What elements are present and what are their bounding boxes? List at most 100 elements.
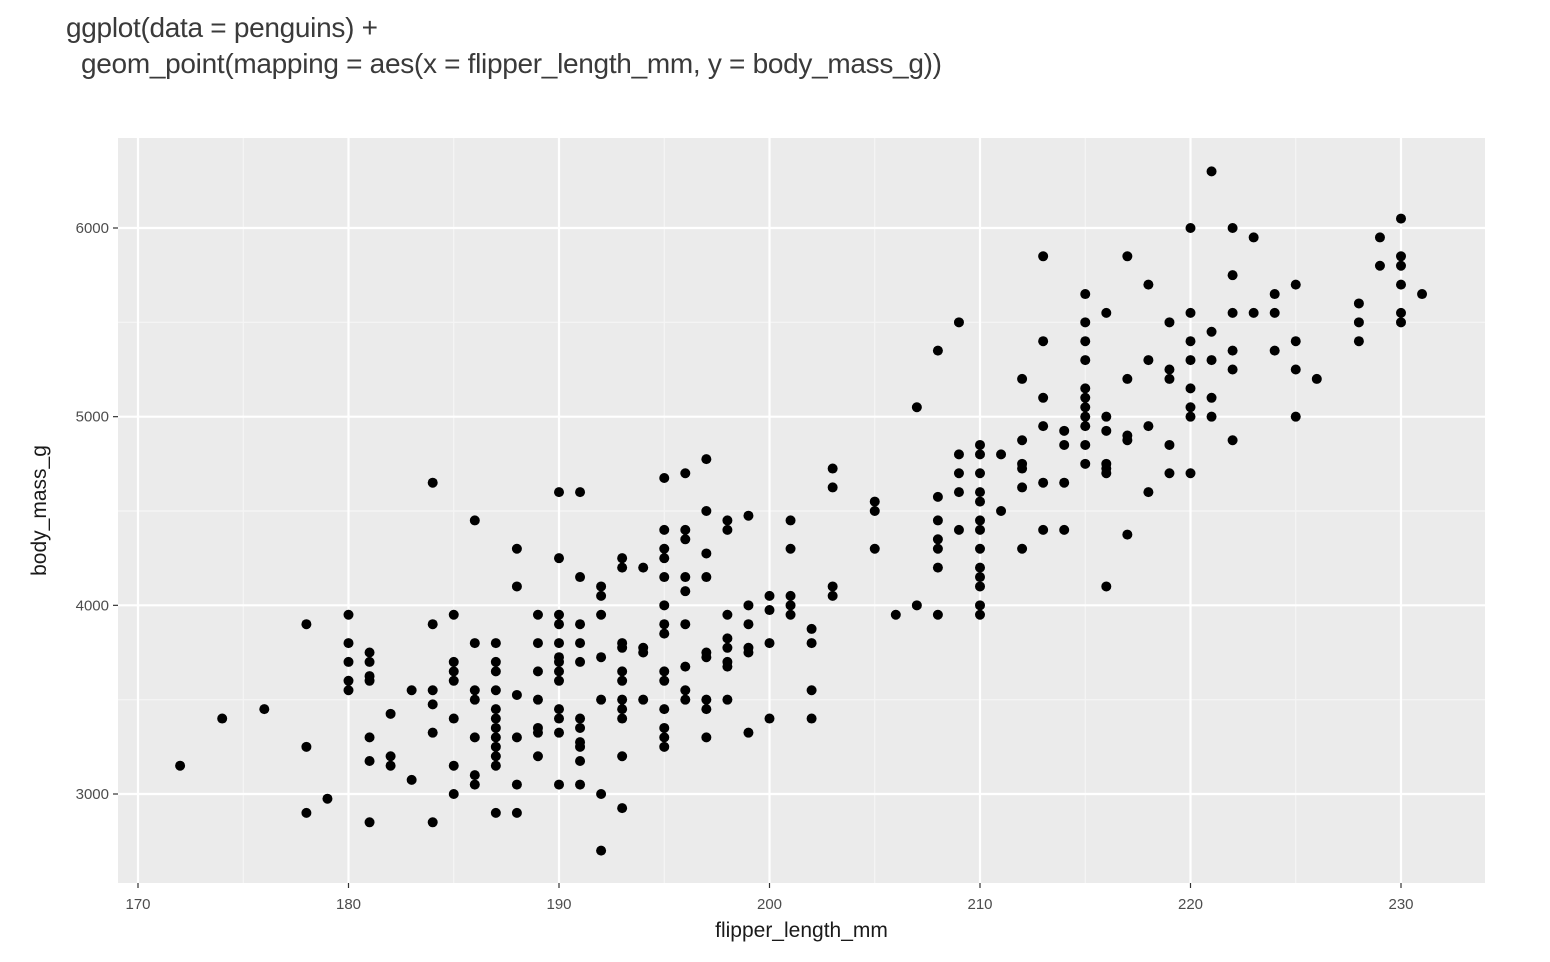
data-point	[596, 694, 607, 705]
data-point	[1227, 345, 1238, 356]
data-point	[554, 666, 564, 677]
data-point	[343, 675, 354, 686]
data-point	[469, 779, 480, 790]
data-point	[1396, 213, 1406, 224]
data-point	[1248, 232, 1259, 243]
data-point	[1269, 289, 1280, 300]
data-point	[1017, 373, 1028, 384]
data-point	[1396, 260, 1406, 271]
data-point	[1017, 482, 1028, 493]
data-point	[532, 727, 543, 738]
data-point	[1080, 336, 1091, 347]
data-point	[301, 807, 312, 818]
data-point	[596, 845, 607, 856]
data-point	[511, 689, 522, 700]
data-point	[596, 590, 607, 601]
data-point	[575, 619, 586, 630]
data-point	[1396, 279, 1406, 290]
data-point	[701, 572, 712, 583]
data-point	[385, 760, 396, 771]
y-axis-ticks: 3000 4000 5000 6000	[76, 220, 118, 803]
data-point	[554, 656, 564, 667]
data-point	[975, 449, 985, 460]
data-point	[1101, 468, 1112, 479]
data-point	[827, 590, 838, 601]
data-point	[975, 562, 985, 573]
data-point	[869, 543, 880, 554]
data-point	[1038, 251, 1049, 262]
data-point	[532, 694, 543, 705]
data-point	[1374, 232, 1385, 243]
data-point	[469, 515, 480, 526]
data-point	[743, 727, 754, 738]
data-point	[659, 732, 670, 743]
data-point	[1185, 411, 1196, 422]
data-point	[975, 609, 985, 620]
data-point	[1059, 425, 1070, 436]
data-point	[575, 755, 586, 766]
data-point	[659, 472, 670, 483]
data-point	[1080, 421, 1091, 432]
data-point	[659, 619, 670, 630]
data-point	[659, 628, 670, 639]
major-gridlines-y	[118, 226, 1485, 796]
data-point	[1206, 392, 1217, 403]
data-point	[1269, 307, 1280, 318]
data-point	[175, 760, 186, 771]
x-tick-label: 180	[336, 896, 361, 913]
data-point	[364, 732, 375, 743]
data-point	[448, 760, 459, 771]
data-point	[1080, 317, 1091, 328]
data-point	[1101, 581, 1112, 592]
data-point	[1143, 421, 1154, 432]
data-point	[1059, 524, 1070, 535]
data-point	[1290, 336, 1301, 347]
code-line-geom-point: geom_point(mapping = aes(x = flipper_len…	[81, 48, 942, 79]
data-point	[1164, 439, 1175, 450]
data-point	[554, 675, 564, 686]
data-point	[1185, 223, 1196, 233]
data-point	[659, 543, 670, 554]
data-point	[1143, 279, 1154, 290]
data-point	[554, 619, 564, 630]
data-point	[554, 487, 564, 498]
data-point	[596, 652, 607, 663]
data-point	[554, 779, 564, 790]
data-point	[975, 600, 985, 611]
data-point	[617, 713, 628, 724]
data-point	[638, 562, 649, 573]
data-point	[469, 638, 480, 649]
data-point	[511, 779, 522, 790]
data-point	[785, 609, 796, 620]
data-point	[659, 553, 670, 564]
data-point	[490, 638, 501, 649]
data-point	[1290, 411, 1301, 422]
data-point	[680, 661, 691, 672]
data-point	[806, 713, 817, 724]
data-point	[575, 713, 586, 724]
data-point	[1290, 364, 1301, 375]
data-point	[975, 439, 985, 450]
data-point	[975, 524, 985, 535]
data-point	[975, 496, 985, 507]
data-point	[511, 581, 522, 592]
data-point	[1038, 524, 1049, 535]
data-point	[427, 685, 438, 696]
data-point	[343, 609, 354, 620]
data-point	[743, 510, 754, 521]
data-point	[1143, 355, 1154, 366]
data-point	[1206, 166, 1217, 177]
data-point	[932, 515, 943, 526]
data-point	[532, 666, 543, 677]
x-tick-label: 190	[546, 896, 571, 913]
data-point	[890, 609, 901, 620]
x-tick-label: 210	[967, 896, 992, 913]
data-point	[448, 675, 459, 686]
data-point	[659, 666, 670, 677]
data-point	[701, 704, 712, 715]
data-point	[1374, 260, 1385, 271]
data-point	[554, 638, 564, 649]
data-point	[975, 468, 985, 479]
data-point	[1396, 307, 1406, 318]
data-point	[617, 704, 628, 715]
